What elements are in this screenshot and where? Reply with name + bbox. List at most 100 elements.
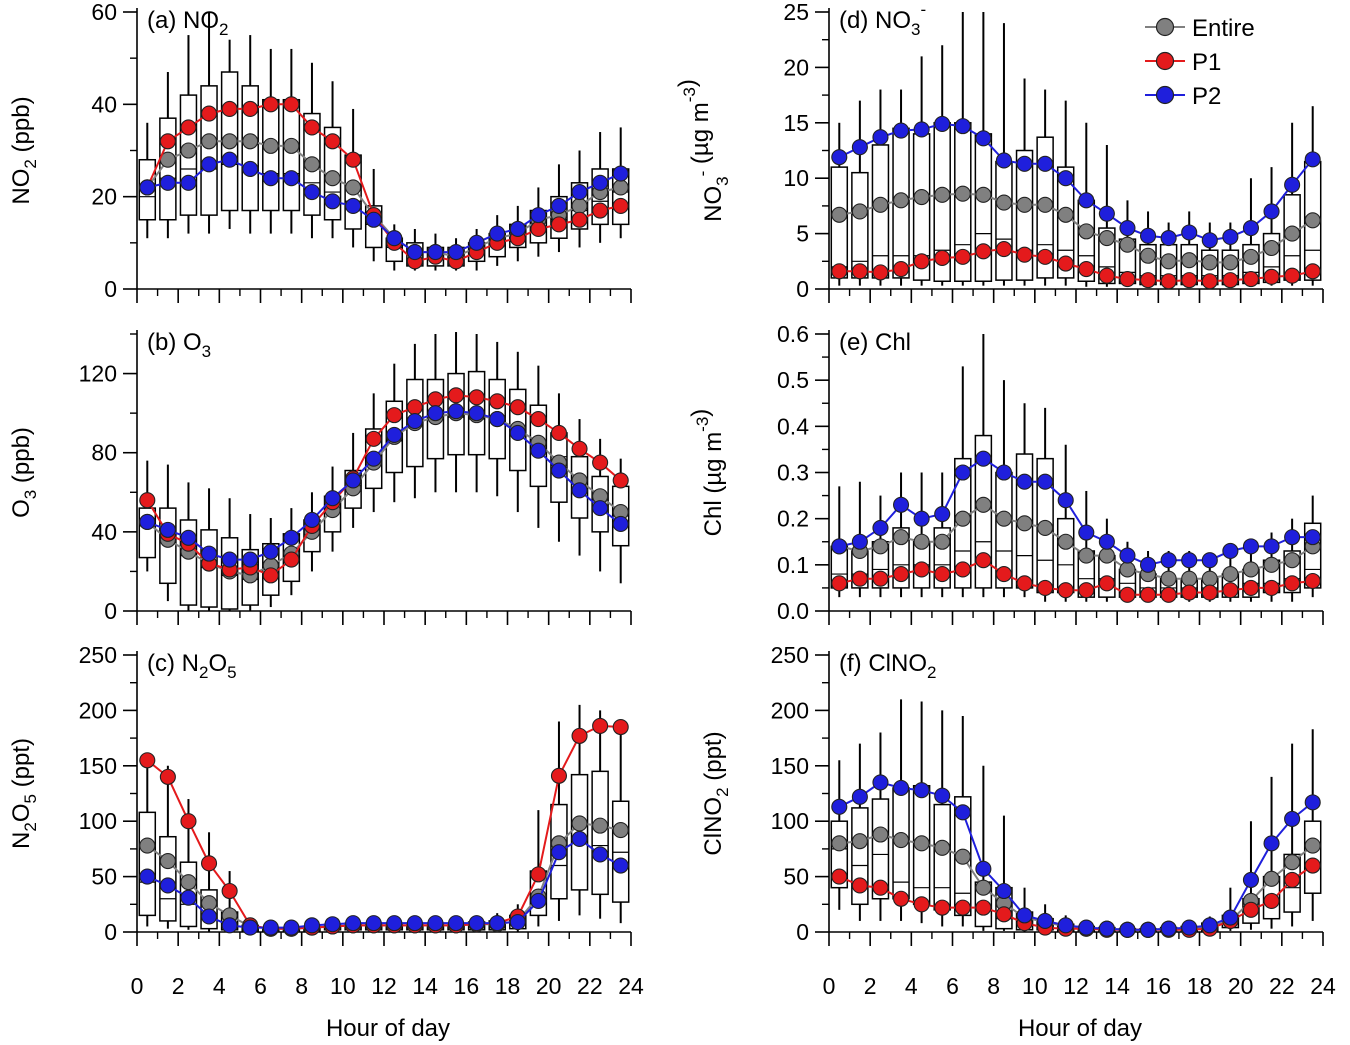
- data-point-p2: [1139, 556, 1157, 573]
- x-tick-label: 4: [905, 973, 918, 999]
- data-point-entire: [851, 203, 868, 220]
- data-point-p2: [303, 917, 321, 934]
- data-point-p1: [159, 133, 176, 150]
- data-point-p2: [139, 868, 156, 885]
- data-point-p2: [283, 919, 300, 936]
- data-point-p2: [872, 519, 889, 536]
- y-tick-label: 50: [783, 864, 809, 890]
- y-axis-title: O3 (ppb): [8, 427, 40, 518]
- data-point-p1: [324, 133, 341, 150]
- data-point-p1: [1304, 857, 1321, 874]
- x-tick-label: 6: [254, 973, 267, 999]
- data-point-p2: [1201, 917, 1218, 934]
- y-tick-label: 0.2: [777, 506, 809, 532]
- data-point-p1: [975, 552, 992, 569]
- data-point-p1: [1304, 263, 1321, 280]
- y-tick-label: 10: [783, 165, 809, 191]
- legend-marker-p2: [1155, 85, 1175, 105]
- data-point-p2: [447, 403, 465, 420]
- y-tick-label: 150: [771, 753, 809, 779]
- data-point-p1: [571, 727, 588, 744]
- data-point-p2: [324, 193, 341, 210]
- data-point-entire: [1160, 570, 1177, 587]
- data-point-p2: [159, 174, 176, 191]
- box-plot: [995, 380, 1013, 598]
- y-tick-label: 0: [104, 598, 117, 624]
- box-plot: [851, 743, 869, 921]
- data-point-entire: [995, 194, 1013, 211]
- data-point-p1: [995, 241, 1013, 258]
- data-point-entire: [1078, 223, 1095, 240]
- data-point-p1: [365, 430, 382, 447]
- data-point-p2: [1037, 912, 1054, 929]
- data-point-p2: [612, 515, 629, 532]
- data-point-p2: [1304, 529, 1321, 546]
- data-point-entire: [975, 186, 992, 203]
- data-point-p2: [831, 538, 848, 555]
- data-point-p1: [954, 248, 971, 265]
- box-iqr: [282, 98, 301, 212]
- data-point-p2: [159, 521, 176, 538]
- data-point-entire: [1284, 225, 1301, 242]
- data-point-p1: [995, 906, 1013, 923]
- data-point-p1: [612, 472, 629, 489]
- x-tick-label: 14: [412, 973, 438, 999]
- data-point-p2: [221, 917, 238, 934]
- data-point-entire: [324, 170, 341, 187]
- y-tick-label: 0.3: [777, 460, 809, 486]
- data-point-entire: [975, 879, 992, 896]
- data-point-p2: [592, 846, 609, 863]
- data-point-entire: [934, 186, 951, 203]
- data-point-p2: [427, 244, 444, 261]
- data-point-p2: [386, 426, 403, 443]
- data-point-p2: [892, 122, 910, 139]
- data-point-p1: [1139, 272, 1157, 289]
- data-point-entire: [1057, 533, 1074, 550]
- x-axis-title-right: Hour of day: [1018, 1015, 1142, 1042]
- data-point-p2: [386, 230, 403, 247]
- series-line-p2: [838, 781, 1314, 931]
- y-tick-label: 120: [79, 361, 117, 387]
- data-point-entire: [872, 196, 889, 213]
- data-point-p2: [159, 877, 176, 894]
- data-point-entire: [913, 835, 930, 852]
- data-point-p2: [283, 529, 300, 546]
- data-point-p2: [872, 129, 889, 146]
- data-point-p1: [550, 767, 568, 784]
- y-axis-title: NO3- (µg m-3): [674, 79, 732, 222]
- data-point-entire: [892, 192, 910, 209]
- box-iqr: [995, 160, 1013, 281]
- data-point-p1: [831, 575, 848, 592]
- data-point-p2: [262, 919, 279, 936]
- data-point-p1: [1057, 582, 1074, 599]
- data-point-p1: [1078, 582, 1095, 599]
- data-point-p2: [954, 118, 971, 135]
- panel-b-o3: 0 40 80 120 (b) O3 O3 (ppb): [8, 329, 632, 625]
- box-iqr: [138, 811, 157, 917]
- x-tick-label: 24: [1310, 973, 1336, 999]
- data-point-p1: [612, 718, 629, 736]
- box-plot: [954, 12, 972, 286]
- data-point-p2: [612, 165, 629, 182]
- y-tick-label: 40: [91, 91, 117, 117]
- data-point-p2: [345, 915, 362, 932]
- data-point-entire: [1037, 196, 1054, 213]
- data-point-p2: [1263, 835, 1280, 852]
- data-point-p1: [1263, 579, 1280, 596]
- data-point-entire: [872, 826, 889, 843]
- data-point-p2: [1078, 919, 1095, 936]
- data-point-p2: [242, 160, 259, 178]
- data-point-entire: [1263, 556, 1280, 573]
- y-tick-label: 50: [91, 864, 117, 890]
- data-point-p2: [468, 915, 485, 932]
- data-point-p2: [1119, 547, 1136, 564]
- box-plot: [344, 108, 362, 248]
- data-point-p1: [892, 890, 910, 907]
- data-point-p2: [1160, 920, 1177, 937]
- y-axis-title: ClNO2 (ppt): [700, 731, 732, 855]
- data-point-p1: [262, 567, 279, 584]
- data-point-p2: [1284, 176, 1301, 193]
- data-point-entire: [139, 837, 156, 854]
